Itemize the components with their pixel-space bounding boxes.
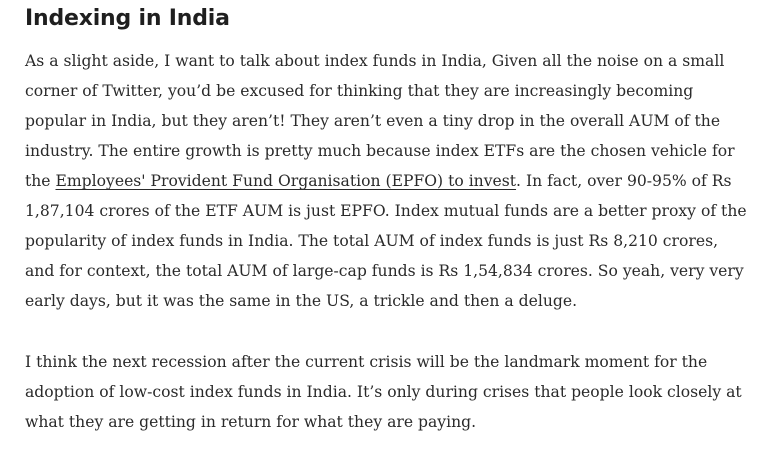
paragraph-text: . In fact, over 90-95% of Rs 1,87,104 cr… xyxy=(25,172,747,310)
paragraph-recession: I think the next recession after the cur… xyxy=(25,353,742,431)
section-heading: Indexing in India xyxy=(25,6,230,31)
epfo-link[interactable]: Employees' Provident Fund Organisation (… xyxy=(55,172,517,190)
paragraph-index-funds: As a slight aside, I want to talk about … xyxy=(25,46,750,316)
paragraph-text: As a slight aside, I want to talk about … xyxy=(25,52,735,190)
article-body: Indexing in India As a slight aside, I w… xyxy=(25,0,750,437)
